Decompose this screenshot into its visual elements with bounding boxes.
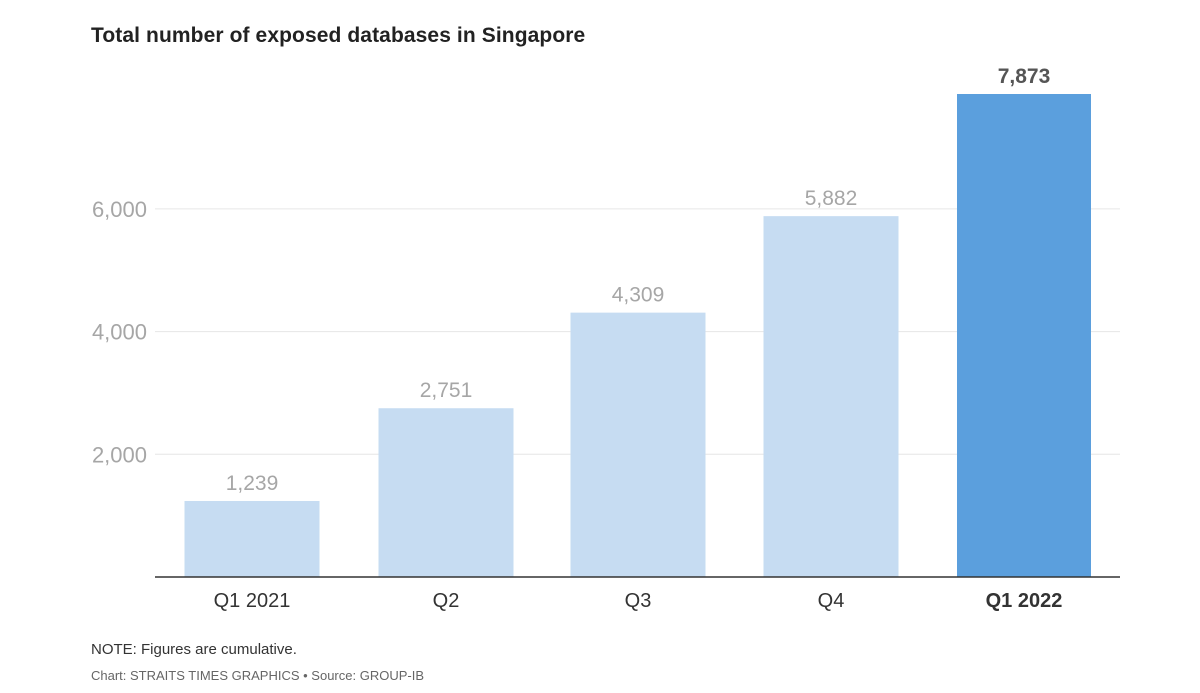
x-tick-label: Q4 — [818, 590, 845, 612]
bar — [570, 312, 706, 577]
bar-value-label: 5,882 — [805, 187, 858, 210]
bar — [184, 500, 320, 577]
x-tick-label: Q1 2021 — [214, 590, 291, 612]
y-tick-label: 6,000 — [92, 197, 147, 222]
bar — [957, 94, 1091, 577]
bar — [763, 216, 899, 577]
chart-note: NOTE: Figures are cumulative. — [91, 641, 297, 658]
chart-credit: Chart: STRAITS TIMES GRAPHICS • Source: … — [91, 668, 424, 683]
bar-value-label: 2,751 — [420, 379, 473, 402]
x-tick-label: Q2 — [433, 590, 460, 612]
bar-value-label: 7,873 — [998, 65, 1051, 88]
chart-title: Total number of exposed databases in Sin… — [91, 24, 586, 47]
bar — [378, 408, 514, 577]
y-tick-label: 2,000 — [92, 442, 147, 467]
y-tick-label: 4,000 — [92, 320, 147, 345]
bar-value-label: 1,239 — [226, 472, 279, 495]
bar-value-label: 4,309 — [612, 284, 665, 307]
x-tick-label: Q1 2022 — [986, 590, 1063, 612]
x-tick-label: Q3 — [625, 590, 652, 612]
